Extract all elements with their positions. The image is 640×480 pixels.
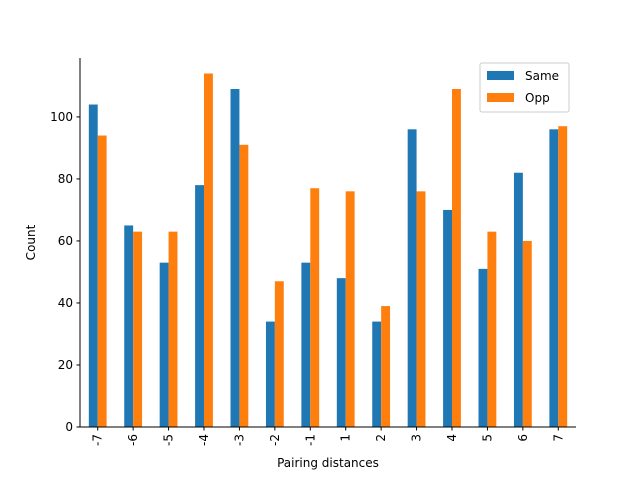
x-axis-ticks: -7 -6 -5 -4 -3 -2 -1 1 2 3 4 5 6 7 <box>91 427 565 446</box>
x-tick-label: -7 <box>91 434 105 446</box>
legend-label-opp: Opp <box>525 91 550 105</box>
legend-swatch-opp <box>487 93 514 102</box>
bar-same-4 <box>443 209 452 427</box>
x-tick-label: 7 <box>551 434 565 442</box>
bar-opp--2 <box>274 281 284 427</box>
x-tick-label: 4 <box>445 434 459 442</box>
x-tick-label: -6 <box>126 434 140 446</box>
bar-opp-6 <box>522 240 532 427</box>
bar-opp-2 <box>381 306 391 427</box>
bar-opp--6 <box>133 231 143 427</box>
y-tick-label: 40 <box>58 296 73 310</box>
x-tick-label: 1 <box>339 434 353 442</box>
x-tick-label: 2 <box>374 434 388 442</box>
bar-opp-4 <box>452 89 461 428</box>
x-tick-label: -3 <box>232 434 246 446</box>
y-tick-label: 60 <box>58 234 73 248</box>
x-tick-label: -4 <box>197 434 211 446</box>
bar-same--5 <box>159 262 169 427</box>
bar-opp-3 <box>416 191 426 427</box>
y-tick-label: 20 <box>58 358 73 372</box>
bar-opp-5 <box>487 231 497 427</box>
bar-opp--3 <box>239 144 249 427</box>
x-tick-label: 6 <box>516 434 530 442</box>
legend: Same Opp <box>479 62 570 113</box>
bar-same--1 <box>301 262 311 427</box>
x-tick-label: 5 <box>480 434 494 442</box>
bar-same-5 <box>478 268 488 427</box>
bar-opp--4 <box>204 73 213 427</box>
x-tick-label: -2 <box>268 434 282 446</box>
bar-same-7 <box>549 129 559 427</box>
bar-same--3 <box>230 89 240 428</box>
bar-same--6 <box>124 225 134 427</box>
x-axis-label: Pairing distances <box>277 456 379 470</box>
bars-group <box>88 73 568 428</box>
bar-same-6 <box>513 172 523 427</box>
bar-opp--7 <box>97 135 107 428</box>
bar-same--7 <box>88 104 98 427</box>
y-tick-label: 0 <box>65 420 73 434</box>
bar-opp-7 <box>558 126 568 427</box>
y-axis-label: Count <box>24 224 38 260</box>
bar-opp--1 <box>310 188 320 427</box>
bar-same--2 <box>265 321 275 427</box>
y-tick-label: 100 <box>50 110 73 124</box>
y-tick-label: 80 <box>58 172 73 186</box>
y-axis-ticks: 0 20 40 60 80 100 <box>50 110 80 434</box>
bar-same-2 <box>372 321 382 427</box>
legend-label-same: Same <box>525 69 559 83</box>
bar-same-1 <box>336 278 346 427</box>
x-tick-label: 3 <box>410 434 424 442</box>
bar-opp--5 <box>168 231 178 427</box>
bar-same--4 <box>195 185 204 427</box>
x-tick-label: -5 <box>162 434 176 446</box>
bar-opp-1 <box>345 191 355 427</box>
legend-swatch-same <box>487 71 514 80</box>
bar-same-3 <box>407 129 417 427</box>
x-tick-label: -1 <box>303 434 317 446</box>
